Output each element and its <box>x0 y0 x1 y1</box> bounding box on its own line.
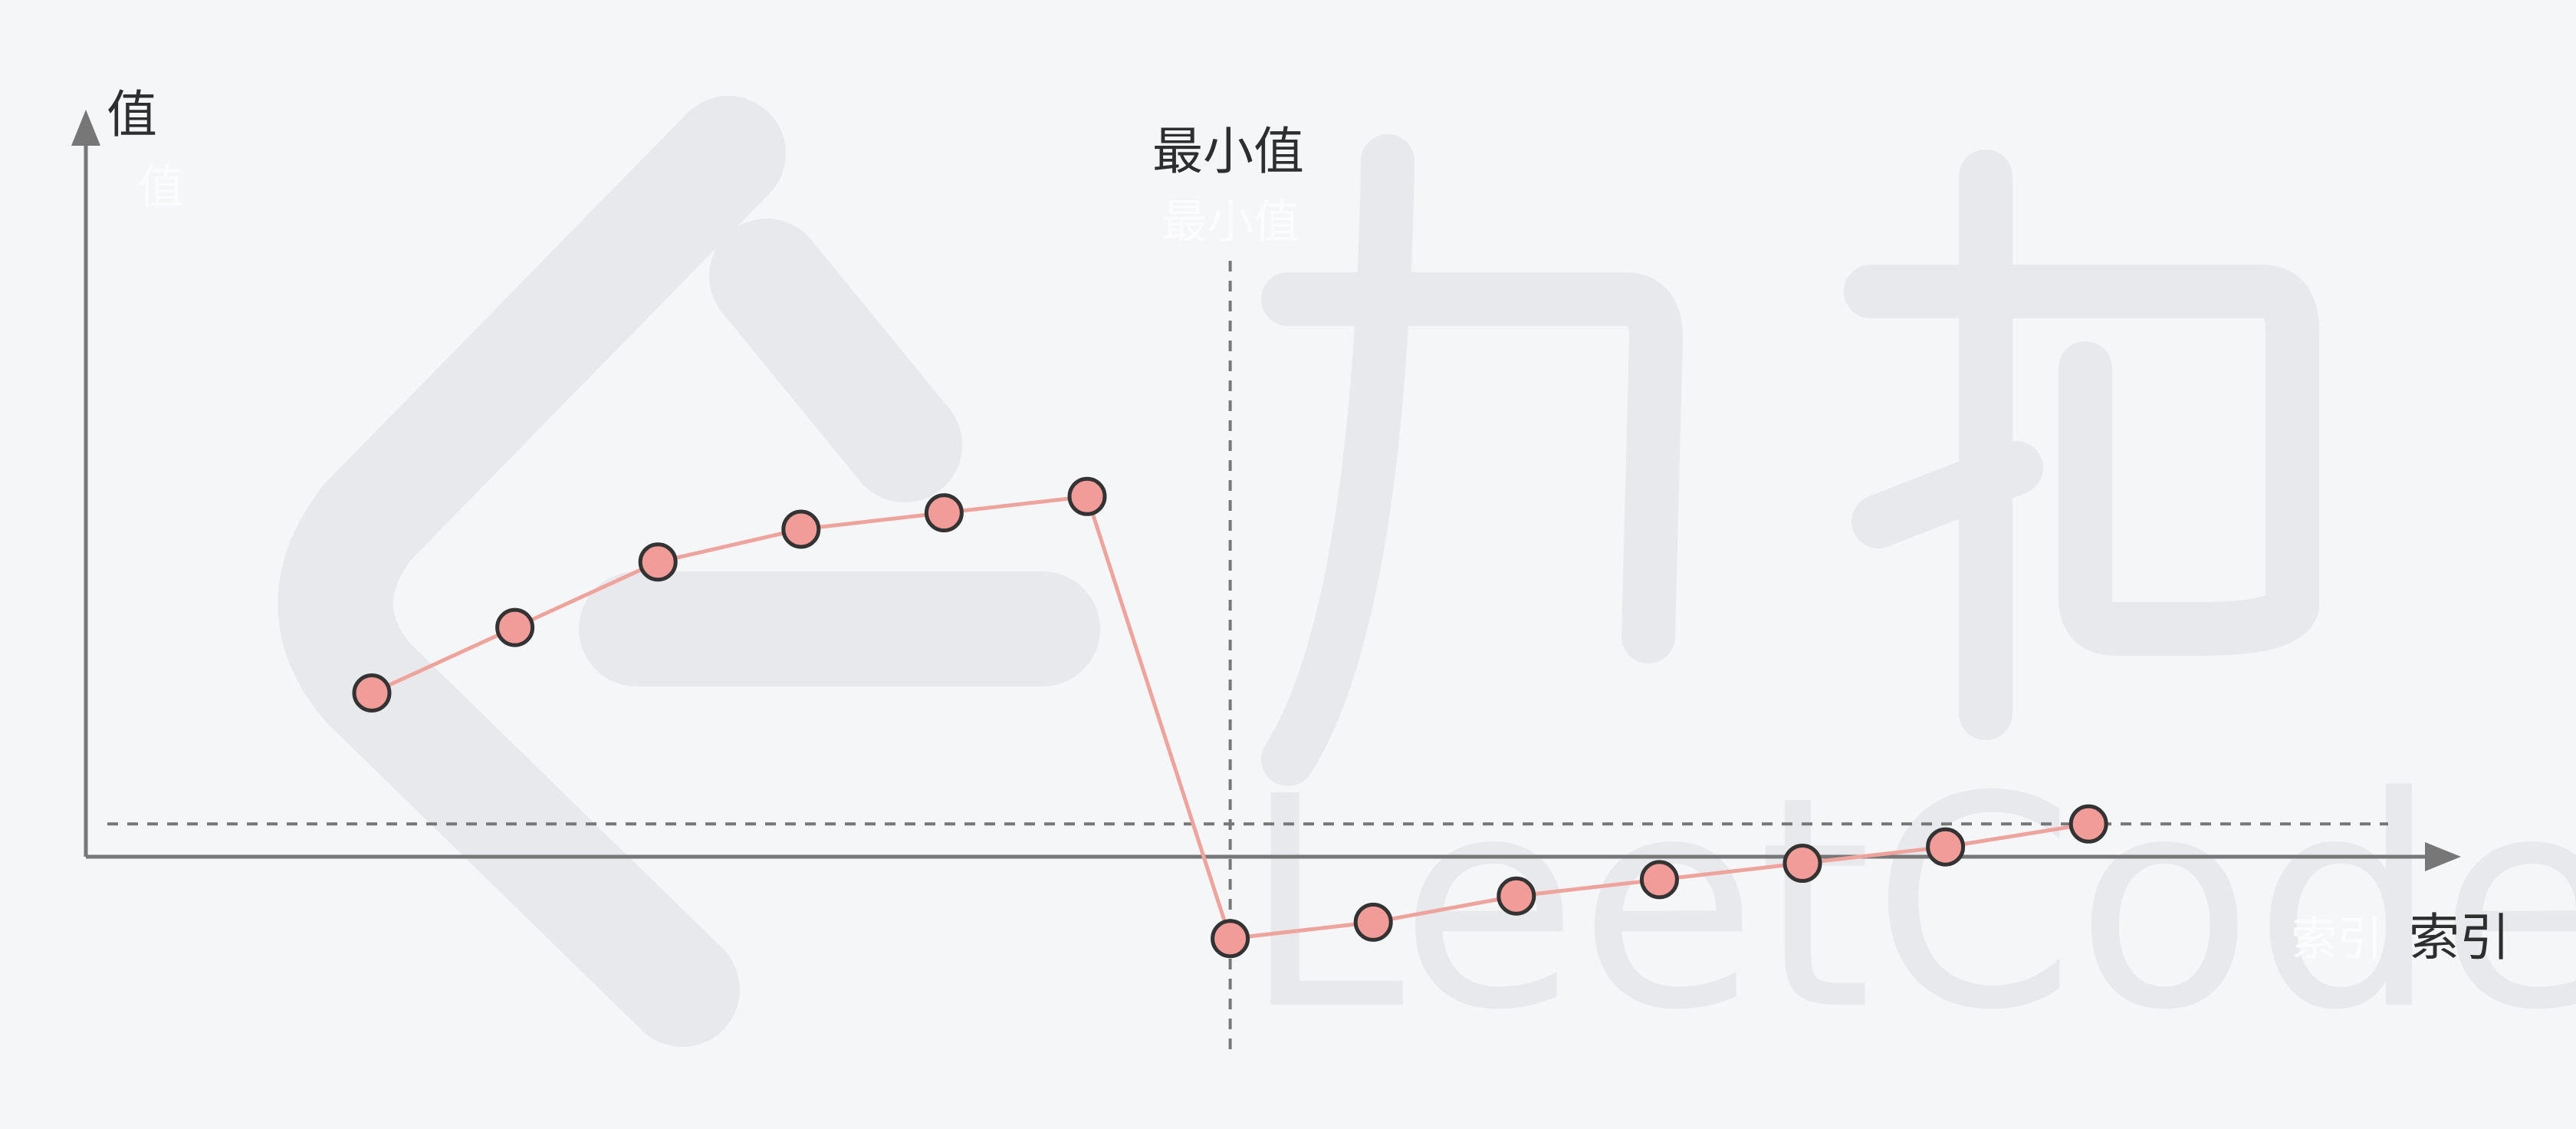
series-segment <box>1085 495 1232 940</box>
series-segment <box>514 560 659 630</box>
data-point <box>495 607 535 647</box>
x-axis-label-ghost: 索引 <box>2291 913 2383 966</box>
series-segment <box>657 527 802 564</box>
data-point <box>1067 476 1107 516</box>
svg-text:LeetCode: LeetCode <box>1242 734 2576 1074</box>
axes <box>71 110 2461 871</box>
data-point <box>352 673 392 713</box>
series-segment <box>944 494 1088 515</box>
series-segment <box>1802 844 1946 866</box>
series-segment <box>1945 821 2089 849</box>
x-axis-label: 索引 <box>2409 908 2510 967</box>
data-point <box>1783 844 1822 884</box>
data-point <box>924 493 964 533</box>
series-segment <box>800 511 945 532</box>
series-segment <box>1659 861 1803 882</box>
x-axis-arrowhead <box>2425 842 2461 871</box>
series-segment <box>1372 894 1517 924</box>
series-lines <box>370 494 2089 941</box>
data-point <box>2068 804 2108 844</box>
data-point <box>638 542 678 582</box>
leetcode-watermark-logo: LeetCode <box>278 96 2576 1074</box>
data-point <box>1639 860 1679 900</box>
data-point <box>1497 876 1536 916</box>
y-axis-arrowhead <box>71 110 100 146</box>
min-value-annotation-ghost: 最小值 <box>1162 196 1300 249</box>
series-segment <box>1230 920 1374 941</box>
data-point <box>1353 902 1393 942</box>
series-points <box>352 476 2108 959</box>
y-axis-label-ghost: 值 <box>138 161 184 215</box>
data-point <box>1926 827 1966 867</box>
data-point <box>781 509 821 549</box>
data-point <box>1211 919 1250 959</box>
series-segment <box>1516 877 1660 898</box>
series-segment <box>370 625 516 695</box>
min-value-annotation: 最小值 <box>1152 122 1304 181</box>
y-axis-label: 值 <box>107 85 157 144</box>
